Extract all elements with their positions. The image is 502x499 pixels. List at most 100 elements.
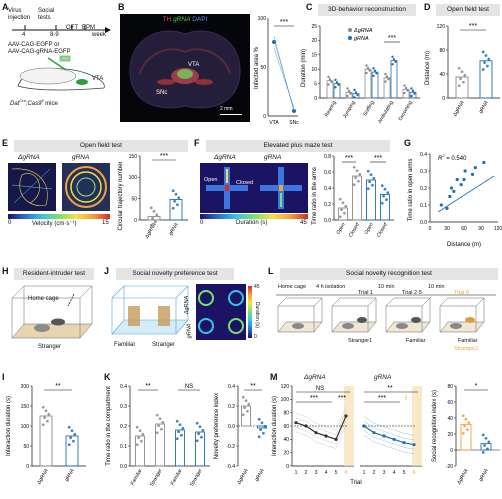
k2-xcat: gRNA [254,467,266,482]
j-groups: ΔgRNA gRNA [184,295,193,339]
k-point [137,436,140,440]
c-point [346,87,349,90]
panel-h-label: H [2,266,9,276]
g-point [462,177,466,182]
m2-tick-label: 20 [447,432,453,438]
mouse-illustration [17,55,105,91]
m2-tick-label: 40 [447,416,453,422]
f-point [354,176,357,180]
f-point [344,204,348,208]
f-xcat: Closed [376,222,389,239]
b-sig: *** [280,19,288,26]
f-cb-min: 0 [200,220,204,226]
panel-i-label: I [2,372,5,382]
l-trial6: Trial 6 [454,290,470,296]
k-point [200,435,203,439]
i-xcat: ΔgRNA [36,467,50,486]
j-title: Social novelty preference test [116,268,234,280]
d-point [459,77,462,81]
m2-point [464,417,468,421]
f-colorbar [200,214,308,219]
f-point [382,194,385,198]
c-legend-1: ΔgRNA [353,28,373,34]
c-point [372,67,375,70]
panel-d-label: D [424,2,431,12]
m-g2: gRNA [374,374,392,381]
m2-sig: * [475,383,478,390]
i-chart: Interaction duration (s) 0 50 100 150 200 ΔgR… [6,383,86,486]
l-fam: Familiar [406,338,426,344]
c-point [327,83,330,86]
c-point [385,75,389,78]
c-tick-label: 25 [311,24,317,30]
k-point [140,439,143,443]
timeline [12,25,111,33]
k-bar [155,423,165,467]
k2-tick-label: -0.2 [226,444,235,450]
c-point [375,72,378,75]
c-point [403,91,406,95]
e-point [149,223,153,227]
d-point [457,84,461,88]
i-point [46,419,49,423]
k-point [155,431,159,435]
k-bar [135,435,145,467]
c-point [349,92,352,95]
h-illustration [11,285,93,339]
e-point [173,199,176,203]
k-ylabel: Time ratio in the compartment [106,386,112,466]
social-tests-label: Social tests [38,8,55,21]
g-point [459,183,463,187]
c-chart: Duration (min) 0 5 10 15 20 25 Rearing Jumping S… [301,24,420,125]
l-trial1: Trial 1 [358,290,374,296]
infected-area-chart: Infected area % 0 50 100 *** VTA SNc [254,16,299,126]
k-point [157,424,160,428]
m-g1: ΔgRNA [304,374,326,381]
m-individual-line [295,415,347,440]
c-tick-label: 0 [314,96,317,102]
m-xtick: 3 [383,470,386,476]
e-colorbar [8,214,110,219]
c-bar [333,83,341,99]
k-bar [195,431,205,467]
c-xcat: Ambulating [377,100,395,125]
g-xtick: 90 [478,226,484,232]
c-point [365,64,368,67]
c-bar [371,71,379,99]
panel-a-label: A [2,2,9,12]
c-point [356,93,359,97]
f-bar [338,207,348,221]
d-xcat: gRNA [478,99,490,114]
c-point [334,78,337,82]
i-bar [65,435,79,467]
l-fam2: Familiar [458,338,478,344]
e-point [177,196,181,200]
c-point [347,89,351,93]
m-mean-line [295,415,347,441]
m-tick-label: 120 [281,384,290,390]
d-point [462,80,465,84]
i-point [47,412,51,416]
f-xcat: Open [363,222,374,236]
m-tick-label: 20 [283,450,289,456]
d-xcat: ΔgRNA [452,99,466,118]
i-xcat: gRNA [64,467,76,482]
j-cb-min: 0 [254,334,257,340]
k2-point [257,417,261,421]
stain-legend: TH gRNA DAPI [162,16,208,23]
k-tick-label: 0.4 [120,384,127,390]
k2-point [246,409,249,413]
k-point [135,425,139,429]
c-sig: *** [388,35,396,42]
f-point [380,184,384,188]
i-point [43,416,46,420]
f-point [380,201,384,205]
k2-chart: Novelty preference index -0.4 -0.2 0.0 0.2 0… [214,383,268,486]
k-point [201,428,205,432]
c-xcat: Rearing [324,100,338,118]
panel-e-label: E [2,138,9,148]
f-point [340,208,343,212]
e-point [171,206,175,210]
i-ylabel: Interaction duration (s) [6,396,12,456]
k2-tick-label: -0.4 [226,464,235,470]
